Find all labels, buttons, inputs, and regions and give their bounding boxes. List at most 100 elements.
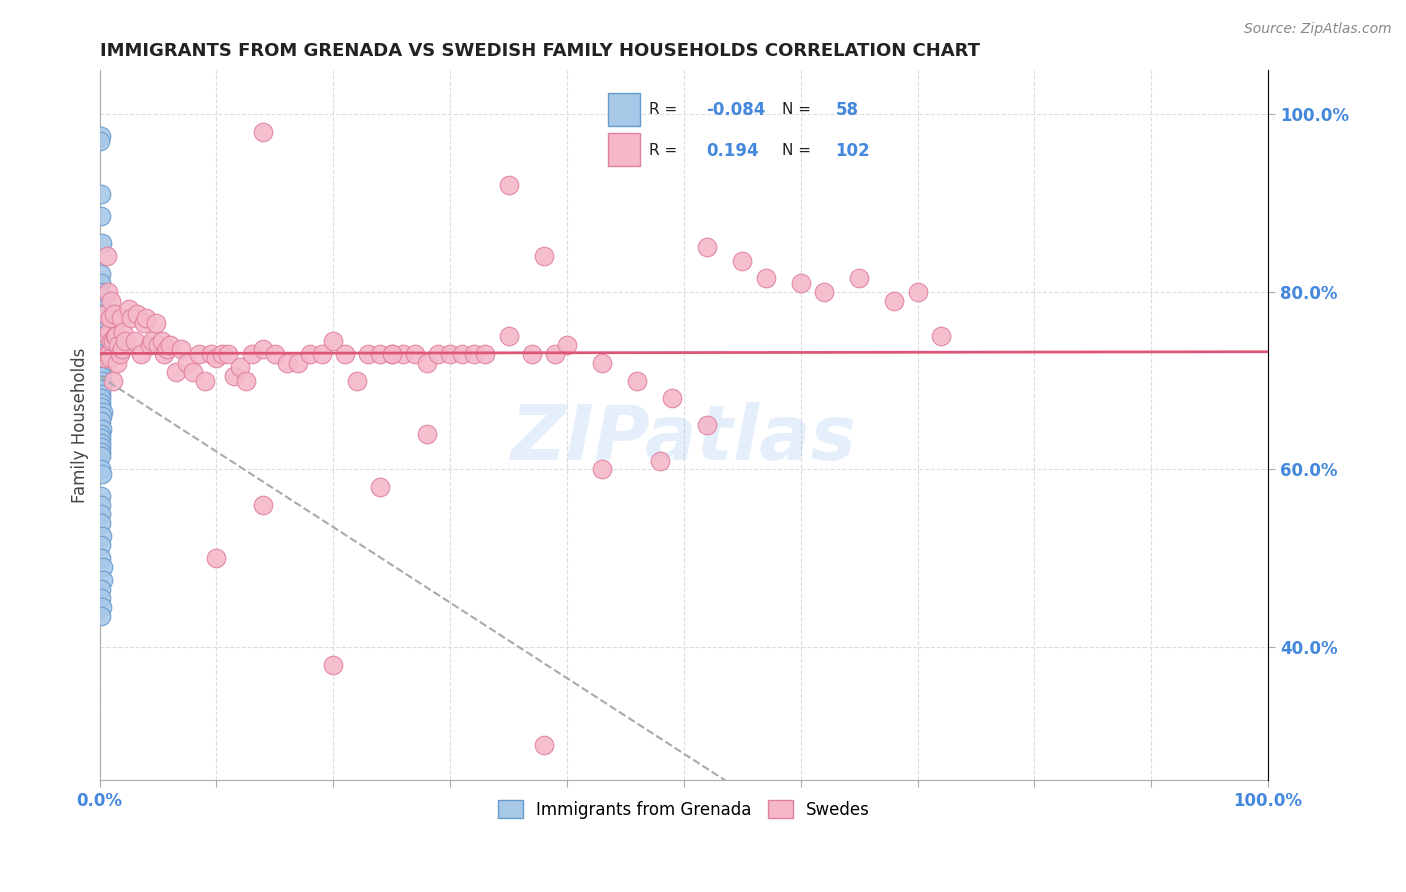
Point [111,325,134,339]
Point [591,356,613,370]
Point [90,276,112,290]
Point [124,334,146,348]
Point [311,347,333,361]
Point [105,356,128,370]
Point [591,462,613,476]
Point [89,134,111,148]
Point [91,235,114,250]
Legend: Immigrants from Grenada, Swedes: Immigrants from Grenada, Swedes [491,794,877,825]
Point [533,738,555,752]
Point [333,347,356,361]
Point [90,440,112,454]
Point [650,453,672,467]
Point [90,498,112,512]
Point [103,307,125,321]
Point [240,347,263,361]
Point [97,285,120,299]
Point [91,467,114,481]
Point [439,347,461,361]
Point [416,356,439,370]
Point [90,209,112,223]
Point [94,351,117,366]
Point [252,343,274,357]
Point [96,249,118,263]
Point [90,538,112,552]
Point [883,293,905,308]
Point [90,582,112,597]
Point [146,338,169,352]
Point [125,307,148,321]
Point [450,347,472,361]
Point [111,343,134,357]
Point [114,334,136,348]
Point [90,267,112,281]
Point [90,338,112,352]
Point [153,347,176,361]
Point [90,413,112,427]
Point [96,347,118,361]
Point [90,489,112,503]
Point [105,329,128,343]
Point [176,356,198,370]
Point [90,516,112,530]
Point [205,351,228,366]
Point [170,343,193,357]
Point [90,591,112,606]
Point [90,343,112,357]
Point [90,307,112,321]
Point [90,329,112,343]
Point [98,347,121,361]
Point [90,435,112,450]
Point [91,404,114,418]
Point [229,360,252,375]
Point [89,285,111,299]
Point [90,325,112,339]
Point [813,285,835,299]
Point [90,431,112,445]
Point [110,311,132,326]
Point [90,187,112,202]
Point [322,334,344,348]
Text: ZIPatlas: ZIPatlas [510,402,856,476]
Point [222,369,245,384]
Text: IMMIGRANTS FROM GRENADA VS SWEDISH FAMILY HOUSEHOLDS CORRELATION CHART: IMMIGRANTS FROM GRENADA VS SWEDISH FAMIL… [100,42,980,60]
Point [90,551,112,566]
Point [357,347,380,361]
Point [392,347,415,361]
Point [427,347,450,361]
Point [188,347,211,361]
Point [181,365,204,379]
Point [626,374,648,388]
Point [91,302,114,317]
Point [463,347,485,361]
Point [211,347,233,361]
Point [346,374,368,388]
Point [200,347,222,361]
Point [90,316,112,330]
Point [90,347,112,361]
Point [416,426,439,441]
Point [929,329,952,343]
Point [381,347,404,361]
Point [90,609,112,624]
Point [907,285,929,299]
Point [107,338,129,352]
Point [368,480,391,494]
Point [731,253,754,268]
Point [696,240,718,254]
Point [264,347,287,361]
Point [298,347,321,361]
Point [129,347,152,361]
Point [90,351,112,366]
Point [90,449,112,463]
Point [98,351,121,366]
Point [90,401,112,415]
Point [217,347,239,361]
Point [287,356,309,370]
Point [108,347,131,361]
Point [91,374,114,388]
Point [755,271,778,285]
Point [91,409,114,423]
Point [132,316,155,330]
Point [165,365,187,379]
